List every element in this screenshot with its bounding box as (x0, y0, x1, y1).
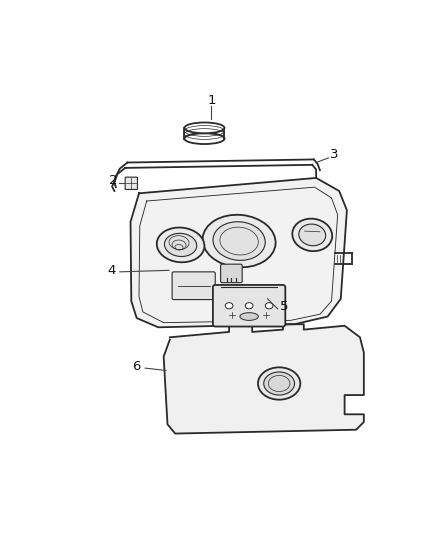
Ellipse shape (265, 303, 273, 309)
Ellipse shape (245, 303, 253, 309)
FancyBboxPatch shape (125, 177, 138, 189)
Ellipse shape (157, 228, 205, 262)
Ellipse shape (264, 372, 294, 395)
Text: 4: 4 (107, 264, 116, 277)
FancyBboxPatch shape (221, 264, 242, 282)
Ellipse shape (203, 215, 276, 268)
Polygon shape (131, 178, 347, 327)
Ellipse shape (213, 222, 265, 261)
FancyBboxPatch shape (172, 272, 215, 300)
Ellipse shape (184, 123, 224, 133)
Ellipse shape (164, 233, 197, 256)
Ellipse shape (184, 133, 224, 144)
Text: 6: 6 (133, 360, 141, 373)
FancyBboxPatch shape (213, 285, 285, 327)
Text: 5: 5 (279, 300, 288, 313)
Ellipse shape (292, 219, 332, 251)
Text: 1: 1 (207, 94, 215, 108)
Text: 2: 2 (109, 174, 117, 188)
Text: 3: 3 (330, 148, 339, 161)
Ellipse shape (225, 303, 233, 309)
Ellipse shape (240, 313, 258, 320)
Ellipse shape (299, 224, 326, 246)
Polygon shape (164, 324, 364, 433)
Ellipse shape (258, 367, 300, 400)
